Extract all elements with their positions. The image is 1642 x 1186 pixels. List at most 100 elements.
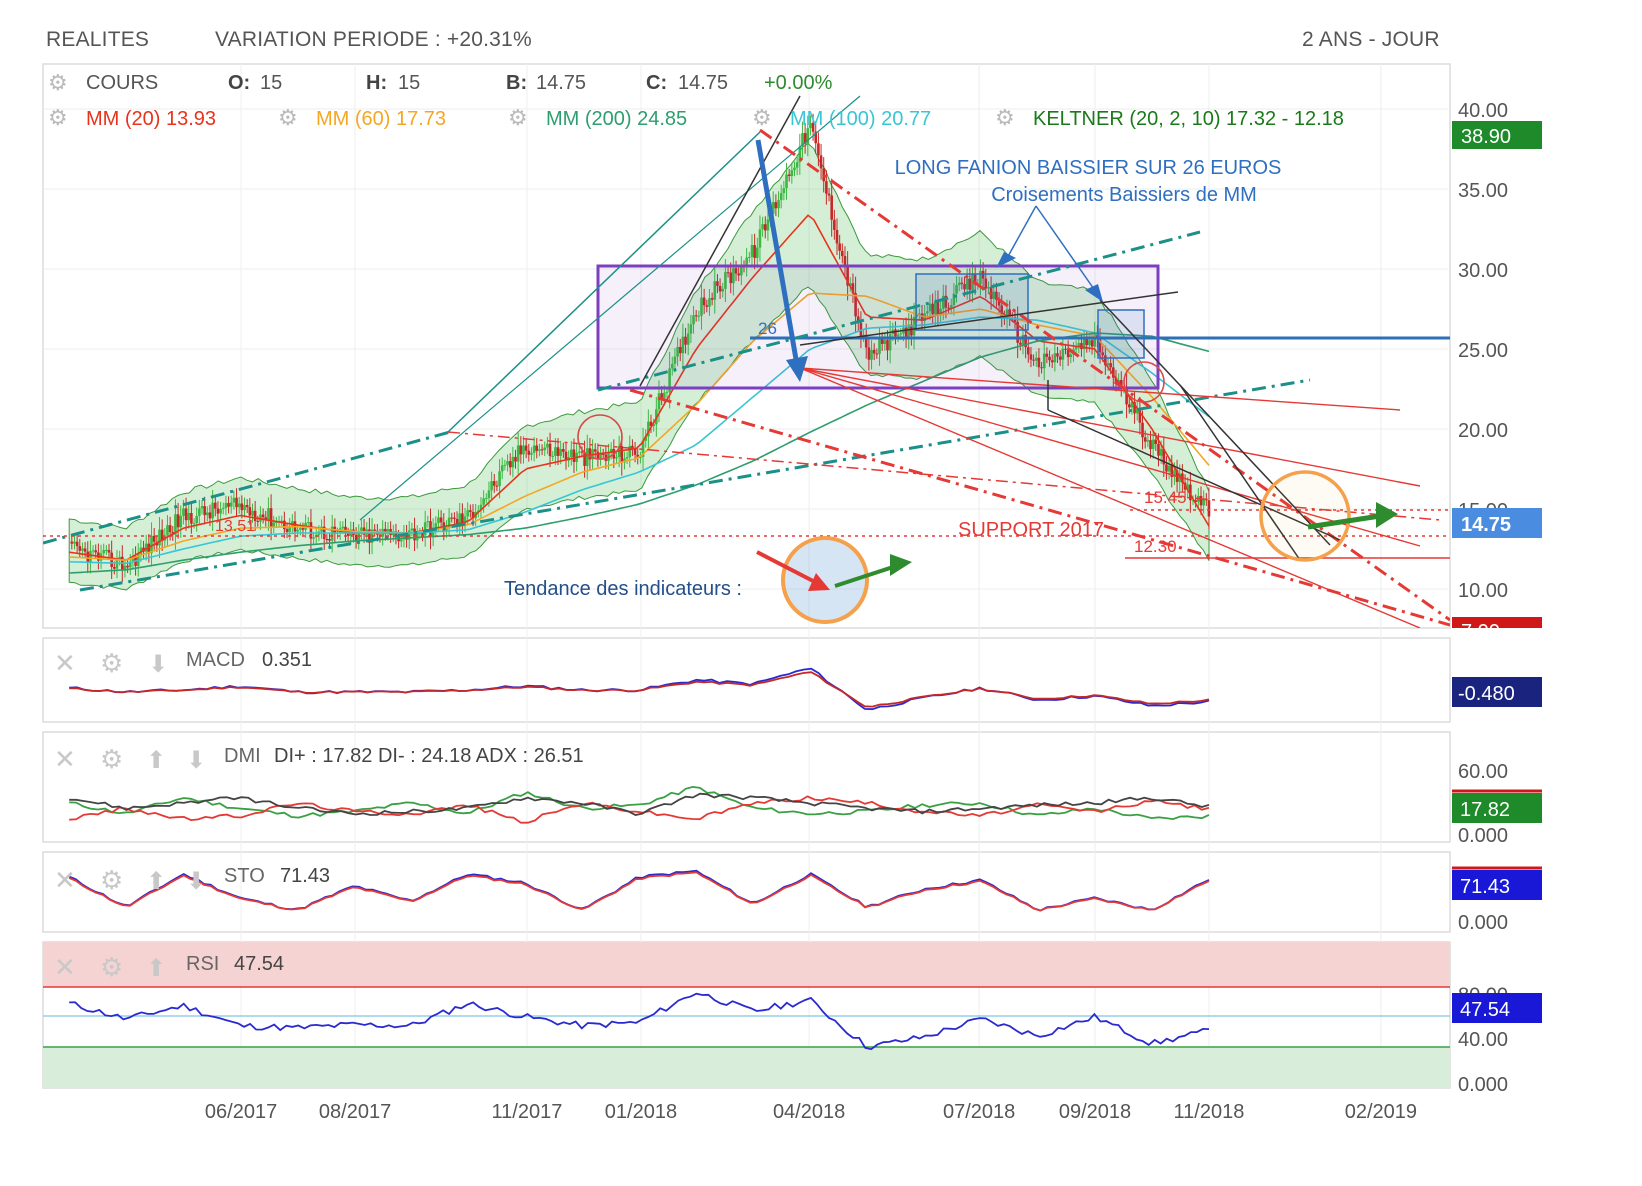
candle-body (965, 278, 969, 290)
candle-body (495, 485, 499, 487)
arrow-down-icon[interactable]: ⬇ (186, 747, 206, 774)
close-icon[interactable]: ✕ (54, 744, 76, 774)
macd-line (69, 667, 1210, 711)
channel-lower (359, 95, 861, 521)
candle-body (516, 445, 520, 462)
gear-icon[interactable]: ⚙ (278, 105, 298, 130)
candle-body (787, 174, 791, 176)
candle-body (949, 305, 953, 309)
dmi-label: DMI (224, 745, 261, 767)
candle-body (894, 329, 897, 337)
gear-icon[interactable]: ⚙ (752, 105, 772, 130)
candle-body (386, 529, 390, 534)
gear-icon[interactable]: ⚙ (48, 105, 68, 130)
variation-label: VARIATION PERIODE : +20.31% (215, 28, 532, 51)
candle-body (827, 193, 831, 196)
rsi-oversold-zone (43, 1047, 1450, 1088)
badge-last: 14.75 (1461, 514, 1511, 536)
candle-body (729, 272, 733, 284)
candle-body (373, 529, 377, 531)
candle-body (745, 257, 748, 267)
candle-body (705, 305, 709, 307)
candle-body (562, 449, 565, 452)
candle-body (527, 450, 531, 455)
candle-body (973, 274, 977, 285)
gear-icon[interactable]: ⚙ (100, 648, 123, 678)
candle-body (822, 168, 826, 182)
candle-body (907, 324, 911, 338)
candle-body (1026, 347, 1030, 355)
cross-circle-1 (577, 414, 623, 460)
candle-body (750, 245, 754, 257)
candle-body (817, 143, 820, 156)
gear-icon[interactable]: ⚙ (100, 865, 123, 895)
candle-body (649, 421, 653, 427)
dmi-lines (69, 785, 1210, 824)
gear-icon[interactable]: ⚙ (995, 105, 1015, 130)
close-icon[interactable]: ✕ (54, 865, 76, 895)
gear-icon[interactable]: ⚙ (508, 105, 528, 130)
candle-body (243, 504, 246, 511)
candle-body (413, 528, 416, 541)
candle-body (1191, 500, 1195, 502)
downtrend-2 (629, 388, 1450, 627)
candle-body (272, 522, 276, 527)
candle-body (1061, 348, 1065, 360)
candle-body (918, 313, 921, 315)
candle-body (1069, 354, 1073, 358)
candle-body (1207, 500, 1211, 517)
candle-body (609, 448, 613, 453)
candle-body (700, 297, 703, 316)
arrow-up-icon[interactable]: ⬆ (146, 955, 166, 982)
legend-row-2: ⚙ MM (20) 13.93 ⚙ MM (60) 17.73 ⚙ MM (20… (48, 105, 1344, 130)
gear-icon[interactable]: ⚙ (48, 70, 68, 95)
candle-body (737, 273, 740, 276)
candle-body (957, 282, 961, 286)
candle-body (1016, 321, 1019, 343)
arrow-up-icon[interactable]: ⬆ (146, 868, 166, 895)
gear-icon[interactable]: ⚙ (100, 952, 123, 982)
annotation-arrows (755, 139, 1398, 624)
candle-body (1141, 422, 1144, 438)
x-axis: 06/2017 08/2017 11/2017 01/2018 04/2018 07/20… (205, 1101, 1417, 1123)
fanion-arrowhead-left (996, 252, 1016, 268)
candle-body (190, 512, 193, 524)
candle-body (256, 520, 260, 522)
candle-body (1034, 357, 1038, 361)
candle-body (763, 224, 767, 231)
candle-body (1127, 404, 1131, 408)
candle-body (633, 449, 637, 455)
candle-body (960, 282, 964, 285)
candle-body (856, 316, 860, 323)
ma20-legend: MM (20) 13.93 (86, 108, 216, 130)
close-icon[interactable]: ✕ (54, 648, 76, 678)
candle-body (896, 334, 900, 337)
candle-body (1080, 343, 1083, 350)
ma100-line (69, 316, 1210, 565)
open-label: O: (228, 72, 250, 94)
candle-body (934, 301, 937, 315)
candle-body (1194, 500, 1197, 502)
candle-body (445, 526, 448, 532)
candle-body (280, 520, 284, 522)
candle-body (546, 443, 549, 448)
gear-icon[interactable]: ⚙ (100, 744, 123, 774)
arrow-down-icon[interactable]: ⬇ (148, 651, 168, 678)
candle-body (686, 333, 690, 345)
arrow-up-icon[interactable]: ⬆ (146, 747, 166, 774)
candle-body (955, 285, 958, 294)
close-icon[interactable]: ✕ (54, 952, 76, 982)
arrow-down-icon[interactable]: ⬇ (186, 868, 206, 895)
candle-body (514, 456, 517, 462)
candle-body (466, 510, 469, 517)
candle-body (848, 283, 852, 286)
rsi-header: ✕ ⚙ ⬆ RSI 47.54 (54, 952, 284, 982)
candle-body (564, 451, 568, 461)
period-label[interactable]: 2 ANS - JOUR (1302, 28, 1440, 51)
candle-body (426, 521, 430, 523)
candle-body (213, 502, 217, 509)
candle-body (697, 315, 701, 317)
panel-frames (42, 63, 1451, 1089)
candle-body (168, 525, 172, 533)
tendance-green-arrowhead (890, 554, 912, 576)
